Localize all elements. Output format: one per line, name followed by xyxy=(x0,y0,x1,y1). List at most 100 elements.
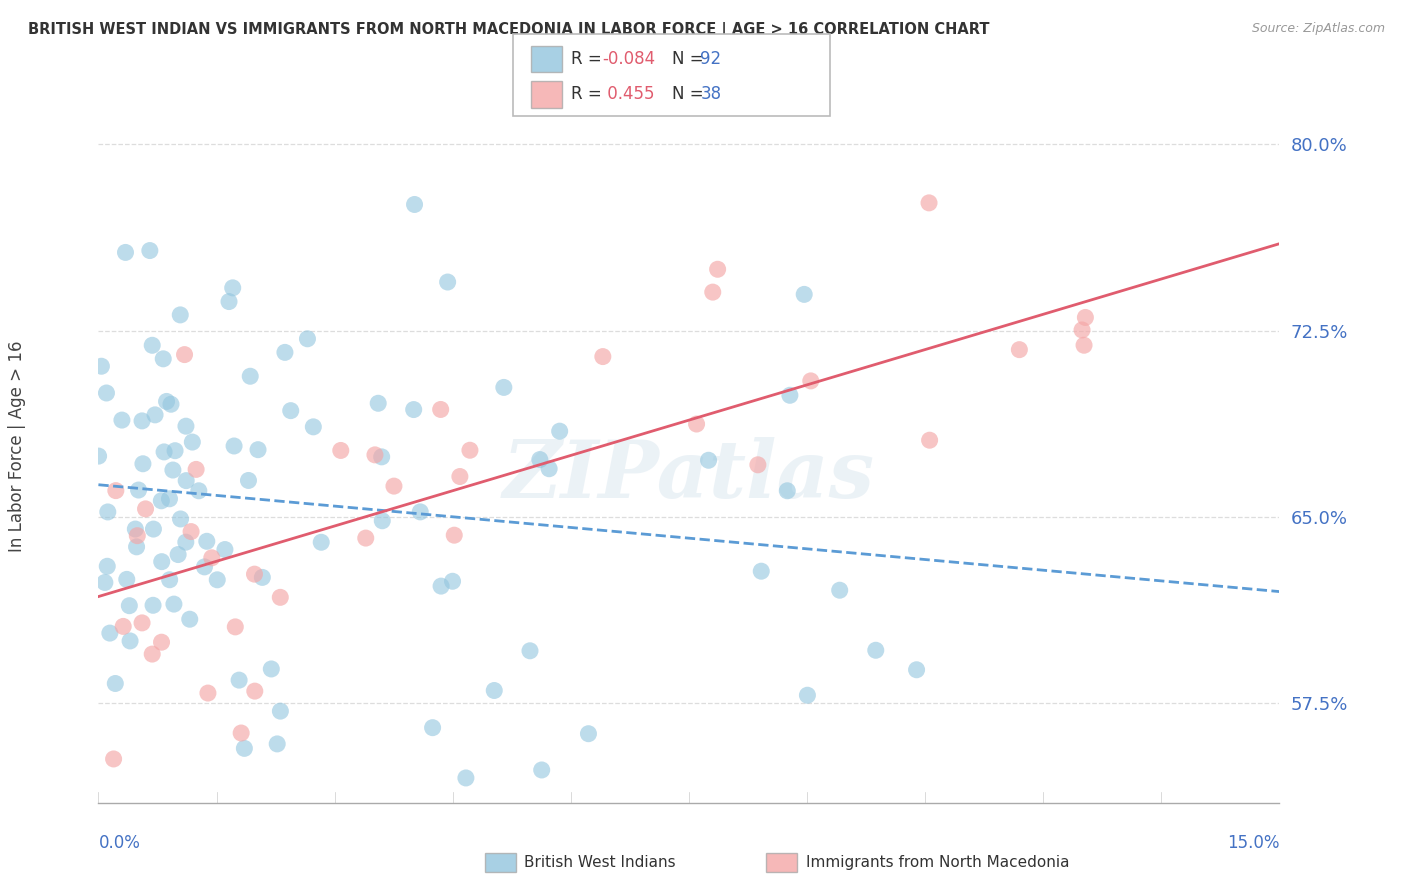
Point xyxy=(449,469,471,483)
Point xyxy=(169,512,191,526)
Point xyxy=(578,727,600,741)
Text: 0.455: 0.455 xyxy=(602,86,654,103)
Point xyxy=(297,332,319,346)
Point xyxy=(796,688,818,702)
Point xyxy=(187,483,209,498)
Text: 15.0%: 15.0% xyxy=(1227,834,1279,852)
Point xyxy=(436,275,458,289)
Point xyxy=(266,737,288,751)
Point xyxy=(269,704,291,718)
Point xyxy=(519,644,541,658)
Point xyxy=(207,573,229,587)
Point xyxy=(201,550,224,565)
Point xyxy=(404,197,426,211)
Point xyxy=(918,434,941,448)
Point xyxy=(163,597,186,611)
Text: In Labor Force | Age > 16: In Labor Force | Age > 16 xyxy=(8,340,25,552)
Point xyxy=(153,445,176,459)
Point xyxy=(193,560,215,574)
Point xyxy=(422,721,444,735)
Point xyxy=(592,350,614,364)
Point xyxy=(218,294,240,309)
Point xyxy=(173,348,195,362)
Point xyxy=(747,458,769,472)
Text: N =: N = xyxy=(672,50,709,68)
Point xyxy=(222,281,245,295)
Point xyxy=(124,522,146,536)
Point xyxy=(402,402,425,417)
Point xyxy=(458,443,481,458)
Point xyxy=(181,435,204,450)
Point xyxy=(685,417,707,431)
Point xyxy=(243,567,266,582)
Point xyxy=(706,262,728,277)
Point xyxy=(96,386,118,401)
Point xyxy=(152,351,174,366)
Point xyxy=(128,483,150,497)
Point xyxy=(370,450,392,464)
Point xyxy=(104,676,127,690)
Point xyxy=(141,647,163,661)
Point xyxy=(160,397,183,411)
Point xyxy=(115,573,138,587)
Point xyxy=(233,741,256,756)
Point xyxy=(247,442,270,457)
Point xyxy=(228,673,250,687)
Text: Immigrants from North Macedonia: Immigrants from North Macedonia xyxy=(806,855,1069,870)
Point xyxy=(174,535,197,549)
Text: 92: 92 xyxy=(700,50,721,68)
Point xyxy=(329,443,352,458)
Text: ZIPatlas: ZIPatlas xyxy=(503,437,875,515)
Point xyxy=(132,457,155,471)
Point xyxy=(309,535,332,549)
Point xyxy=(131,615,153,630)
Point xyxy=(143,408,166,422)
Point xyxy=(429,402,451,417)
Point xyxy=(125,540,148,554)
Point xyxy=(114,245,136,260)
Text: -0.084: -0.084 xyxy=(602,50,655,68)
Point xyxy=(224,620,246,634)
Point xyxy=(252,570,274,584)
Point xyxy=(793,287,815,301)
Point xyxy=(135,501,157,516)
Point xyxy=(159,491,181,506)
Point xyxy=(150,555,173,569)
Point xyxy=(165,443,187,458)
Point xyxy=(174,419,197,434)
Point xyxy=(354,531,377,545)
Point xyxy=(139,244,162,258)
Point xyxy=(239,369,262,384)
Point xyxy=(538,461,561,475)
Text: Source: ZipAtlas.com: Source: ZipAtlas.com xyxy=(1251,22,1385,36)
Point xyxy=(142,599,165,613)
Text: BRITISH WEST INDIAN VS IMMIGRANTS FROM NORTH MACEDONIA IN LABOR FORCE | AGE > 16: BRITISH WEST INDIAN VS IMMIGRANTS FROM N… xyxy=(28,22,990,38)
Point xyxy=(918,195,941,210)
Point xyxy=(142,522,165,536)
Point xyxy=(104,483,127,498)
Point xyxy=(828,583,851,598)
Point xyxy=(150,635,173,649)
Point xyxy=(371,514,394,528)
Point xyxy=(302,420,325,434)
Point xyxy=(1071,323,1094,337)
Point xyxy=(179,612,201,626)
Point xyxy=(492,380,515,394)
Point xyxy=(530,763,553,777)
Point xyxy=(484,683,506,698)
Point xyxy=(96,559,118,574)
Point xyxy=(98,626,121,640)
Point xyxy=(169,308,191,322)
Point xyxy=(749,564,772,578)
Point xyxy=(112,619,135,633)
Point xyxy=(94,575,117,590)
Point xyxy=(214,542,236,557)
Point xyxy=(90,359,112,374)
Point xyxy=(779,388,801,402)
Point xyxy=(127,529,149,543)
Point xyxy=(1073,338,1095,352)
Point xyxy=(118,599,141,613)
Point xyxy=(155,394,177,409)
Point xyxy=(269,591,291,605)
Point xyxy=(548,424,571,438)
